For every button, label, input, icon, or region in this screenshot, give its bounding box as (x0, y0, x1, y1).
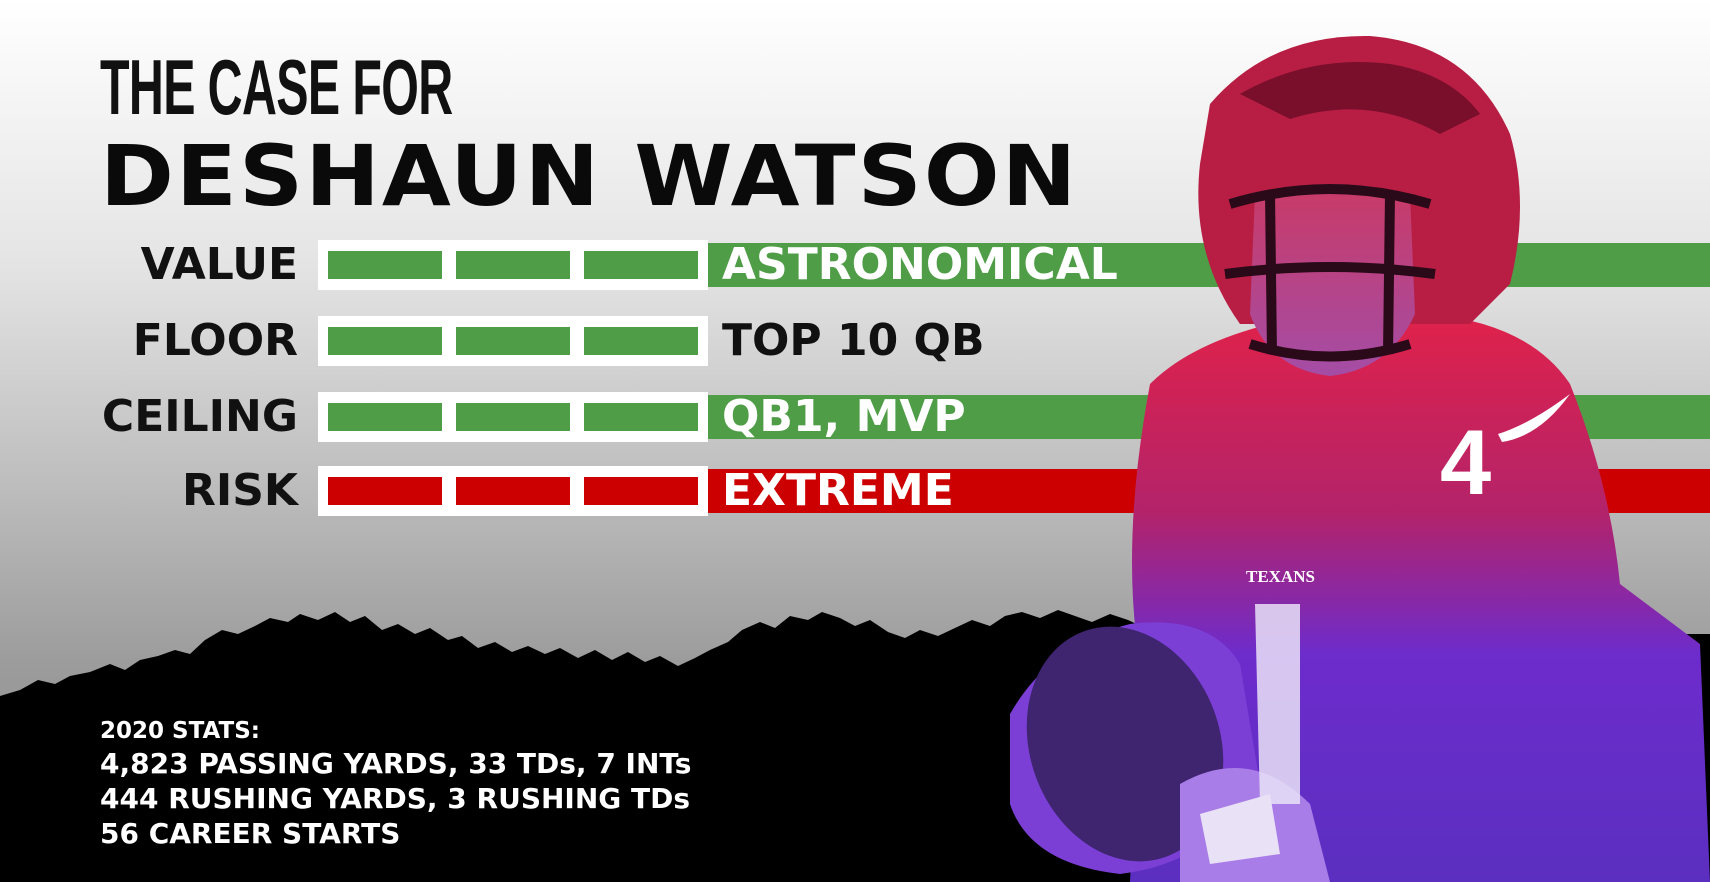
meter-segment (584, 403, 698, 431)
meter-segment (456, 327, 570, 355)
meter-segment (456, 403, 570, 431)
meter-segment (328, 477, 442, 505)
meter-segment (456, 477, 570, 505)
jersey-number: 4 (1440, 412, 1491, 514)
row-label: FLOOR (132, 315, 298, 366)
meter-segment (584, 327, 698, 355)
meter-segment (456, 251, 570, 279)
title-line-1: THE CASE FOR (100, 43, 453, 131)
stats-line: 56 CAREER STARTS (100, 817, 401, 850)
row-value-text: QB1, MVP (722, 391, 966, 442)
row-label: RISK (181, 465, 298, 516)
meter-segment (584, 251, 698, 279)
row-label: CEILING (101, 391, 298, 442)
meter-segment (584, 477, 698, 505)
meter-segment (328, 327, 442, 355)
title-line-2: DESHAUN WATSON (100, 127, 1079, 225)
row-value-text: ASTRONOMICAL (722, 239, 1118, 290)
rating-meter (318, 466, 708, 516)
row-value-text: TOP 10 QB (722, 315, 985, 366)
stats-heading: 2020 STATS: (100, 718, 260, 744)
meter-segment (328, 251, 442, 279)
rating-meter (318, 316, 708, 366)
stats-line: 444 RUSHING YARDS, 3 RUSHING TDs (100, 782, 691, 815)
rating-meter (318, 240, 708, 290)
stats-line: 4,823 PASSING YARDS, 33 TDs, 7 INTs (100, 747, 692, 780)
row-floor: FLOOR TOP 10 QB (0, 314, 1710, 368)
row-value-text: EXTREME (722, 465, 954, 516)
stats-block: 2020 STATS: 4,823 PASSING YARDS, 33 TDs,… (100, 716, 691, 851)
rating-meter (318, 392, 708, 442)
meter-segment (328, 403, 442, 431)
row-label: VALUE (140, 239, 298, 290)
jersey-team: TEXANS (1246, 567, 1315, 586)
player-photo: 4 TEXANS (1010, 35, 1710, 882)
